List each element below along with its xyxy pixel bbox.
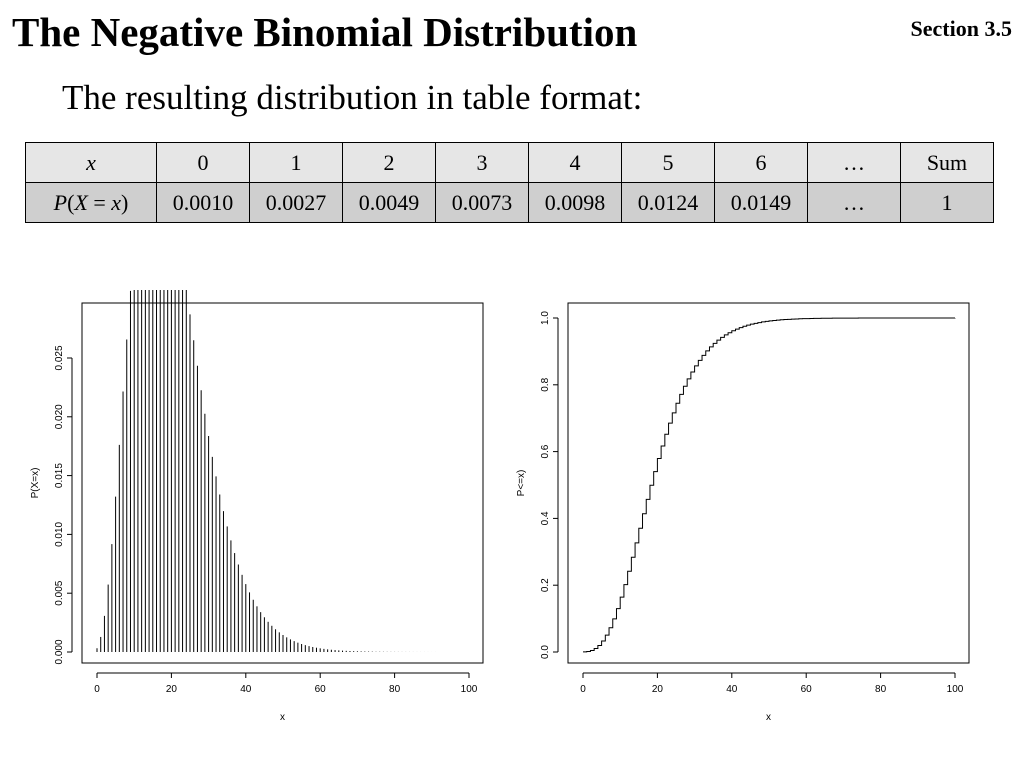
x-tick-label: 40: [726, 684, 738, 695]
table-cell: 0.0098: [528, 182, 622, 223]
x-tick-label: 60: [315, 684, 327, 695]
y-tick-label: 0.4: [540, 511, 551, 525]
table-cell: 0.0149: [714, 182, 808, 223]
table-cell: 4: [528, 142, 622, 183]
y-tick-label: 0.025: [54, 345, 65, 370]
x-axis-label: x: [280, 712, 285, 723]
y-tick-label: 0.6: [540, 444, 551, 458]
cdf-chart: 0 20 40 60 80 100 x 0.0 0.2 0.4 0.6 0.8 1.0 P<=x): [516, 302, 970, 723]
y-tick-label: 0.015: [54, 463, 65, 488]
table-cell: …: [807, 182, 901, 223]
x-tick-label: 20: [652, 684, 664, 695]
x-tick-label: 40: [240, 684, 252, 695]
table-cell: 1: [249, 142, 343, 183]
table-cell: 5: [621, 142, 715, 183]
plot-frame: [567, 302, 970, 664]
y-tick-label: 0.0: [540, 645, 551, 659]
x-tick-label: 60: [801, 684, 813, 695]
table-cell: 3: [435, 142, 529, 183]
cdf-step-line: [583, 317, 956, 653]
x-tick-label: 0: [94, 684, 100, 695]
table-cell: Sum: [900, 142, 994, 183]
table-cell: …: [807, 142, 901, 183]
table-cell: 2: [342, 142, 436, 183]
table-cell: 6: [714, 142, 808, 183]
table-header-p: P(X = x): [25, 182, 157, 223]
page-title: The Negative Binomial Distribution: [12, 9, 638, 55]
table-cell: 0.0027: [249, 182, 343, 223]
y-tick-label: 1.0: [540, 311, 551, 325]
plot-frame: [81, 302, 484, 664]
table-cell: 0.0010: [156, 182, 250, 223]
y-tick-label: 0.000: [54, 639, 65, 664]
x-tick-label: 20: [166, 684, 178, 695]
table-cell: 0.0073: [435, 182, 529, 223]
x-tick-label: 100: [947, 684, 964, 695]
pmf-chart: 0 20 40 60 80 100 x 0.000 0.005 0.010 0.015 0.020 0.…: [30, 290, 484, 723]
y-axis-label: P(X=x): [30, 468, 41, 499]
x-tick-label: 0: [580, 684, 586, 695]
y-tick-label: 0.005: [54, 580, 65, 605]
x-tick-label: 80: [875, 684, 887, 695]
y-tick-label: 0.2: [540, 578, 551, 592]
table-header-x: x: [25, 142, 157, 183]
table-cell: 0.0124: [621, 182, 715, 223]
y-tick-label: 0.020: [54, 404, 65, 429]
y-axis-label: P<=x): [516, 470, 527, 497]
x-axis-label: x: [766, 712, 771, 723]
x-tick-label: 100: [461, 684, 478, 695]
table-cell: 0: [156, 142, 250, 183]
section-label: Section 3.5: [910, 16, 1012, 41]
y-tick-label: 0.010: [54, 521, 65, 546]
x-tick-label: 80: [389, 684, 401, 695]
table-cell: 0.0049: [342, 182, 436, 223]
page-subtitle: The resulting distribution in table form…: [62, 78, 643, 117]
distribution-table: x 0 1 2 3 4 5 6 … Sum P(X = x) 0.0010 0.…: [25, 142, 994, 223]
table-row-x: x 0 1 2 3 4 5 6 … Sum: [25, 142, 994, 183]
table-cell: 1: [900, 182, 994, 223]
table-row-p: P(X = x) 0.0010 0.0027 0.0049 0.0073 0.0…: [25, 182, 994, 223]
y-tick-label: 0.8: [540, 377, 551, 391]
